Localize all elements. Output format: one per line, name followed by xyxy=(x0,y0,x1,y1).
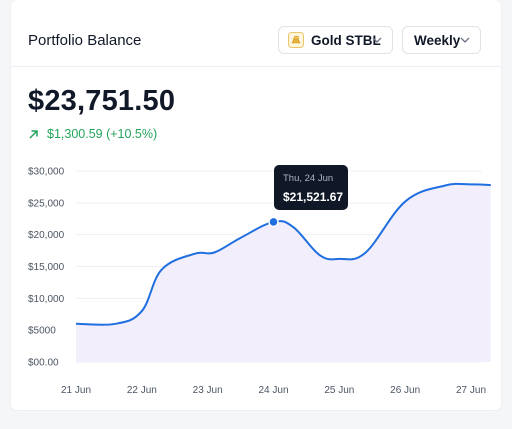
highlight-point xyxy=(268,216,279,228)
balance-chart: $30,000 $25,000 $20,000 $15,000 $10,000 $5000… xyxy=(28,167,491,396)
tooltip-value: $21,521.67 xyxy=(283,190,344,204)
range-select-value: Weekly xyxy=(414,32,461,48)
asset-select-value: Gold STBL xyxy=(311,32,381,48)
asset-select[interactable]: Gold STBL xyxy=(278,26,393,54)
y-tick-label: $15,000 xyxy=(28,262,65,273)
chevron-down-icon xyxy=(372,37,382,43)
y-tick-label: $00.00 xyxy=(28,358,59,369)
x-tick-label: 25 Jun xyxy=(324,385,354,396)
x-tick-label: 21 Jun xyxy=(61,385,91,396)
y-tick-label: $20,000 xyxy=(28,230,65,241)
balance-change: $1,300.59 (+10.5%) xyxy=(28,127,157,141)
range-select[interactable]: Weekly xyxy=(402,26,481,54)
x-tick-label: 23 Jun xyxy=(193,385,223,396)
chevron-down-icon xyxy=(460,37,470,43)
y-tick-label: $30,000 xyxy=(28,167,65,178)
x-tick-label: 27 Jun xyxy=(456,385,486,396)
tooltip-date: Thu, 24 Jun xyxy=(283,173,334,184)
chart-area xyxy=(76,183,491,362)
arrow-up-right-icon xyxy=(29,129,38,139)
balance-change-value: $1,300.59 (+10.5%) xyxy=(47,127,158,141)
gold-bars-icon xyxy=(288,32,304,48)
y-tick-label: $10,000 xyxy=(28,294,65,305)
chart-line xyxy=(75,182,491,326)
card-header: Portfolio Balance Gold STBL Weekly xyxy=(11,0,501,67)
balance-amount: $23,751.50 xyxy=(28,85,176,117)
x-tick-label: 26 Jun xyxy=(390,385,420,396)
chart-tooltip: Thu, 24 Jun $21,521.67 xyxy=(274,165,348,210)
x-tick-label: 22 Jun xyxy=(127,385,157,396)
x-tick-label: 24 Jun xyxy=(258,385,288,396)
card-title: Portfolio Balance xyxy=(28,32,142,49)
portfolio-balance-card: Portfolio Balance Gold STBL Weekly $23,7… xyxy=(11,0,501,410)
y-tick-label: $5000 xyxy=(28,326,56,337)
y-tick-label: $25,000 xyxy=(28,198,65,209)
